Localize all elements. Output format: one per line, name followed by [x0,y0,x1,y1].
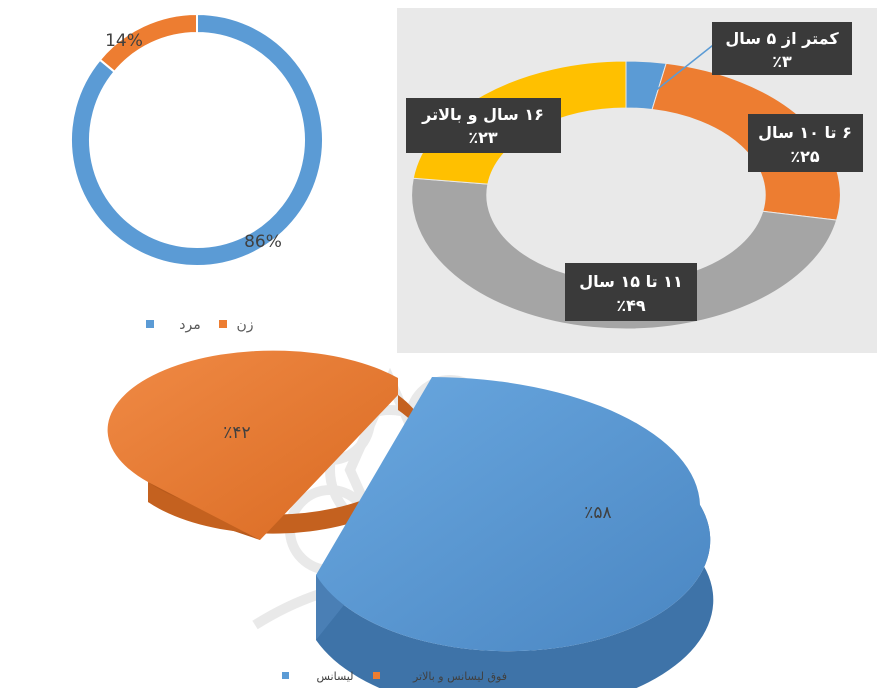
callout-category: کمتر از ۵ سال [725,29,839,48]
legend-swatch-masters [373,672,380,679]
callout-value: ٪۳ [772,52,792,71]
gender-slice-1 [98,12,198,74]
callout-16-plus: ۱۶ سال و بالاتر ٪۲۳ [406,98,561,153]
legend: مرد زن [146,317,254,333]
legend-swatch-male [146,320,154,328]
callout-category: ۱۱ تا ۱۵ سال [579,272,682,291]
legend-label-bachelors: لیسانس [317,670,354,683]
callout-value: ٪۲۳ [468,128,498,147]
callout-box [748,114,863,172]
slice-label-male: 86% [244,232,282,252]
callout-value: ٪۴۹ [616,296,646,315]
education-3d-pie-chart: ٪۴۲ ٪۵۸ لیسانس فوق لیسانس و بالاتر [107,350,714,688]
callout-box [712,22,852,75]
legend-swatch-bachelors [282,672,289,679]
callout-11-15: ۱۱ تا ۱۵ سال ٪۴۹ [565,263,697,321]
legend-label-masters: فوق لیسانس و بالاتر [412,670,507,683]
slice-label-bachelors: ٪۵۸ [584,503,611,523]
experience-donut-chart: کمتر از ۵ سال ٪۳ ۶ تا ۱۰ سال ٪۲۵ ۱۱ تا ۱… [397,8,877,353]
legend: لیسانس فوق لیسانس و بالاتر [282,670,507,683]
gender-slice-0 [70,12,324,267]
blue-outer-wall [316,505,714,688]
legend-label-male: مرد [179,317,200,333]
gender-donut-chart: 14% 86% مرد زن [70,12,324,333]
callout-box [565,263,697,321]
experience-slice-1 [651,62,841,221]
legend-label-female: زن [236,317,253,333]
callout-under-5: کمتر از ۵ سال ٪۳ [712,22,852,75]
slice-label-female: 14% [105,31,143,51]
callout-value: ٪۲۵ [790,147,820,166]
callout-6-10: ۶ تا ۱۰ سال ٪۲۵ [748,114,863,172]
orange-outer-wall [148,395,429,534]
leader-line [649,37,723,96]
slice-label-masters: ٪۴۲ [223,423,250,443]
callout-category: ۶ تا ۱۰ سال [758,123,852,142]
pie-slice-bachelors [316,377,711,652]
callout-box [406,98,561,153]
callout-category: ۱۶ سال و بالاتر [421,105,544,124]
legend-swatch-female [219,320,227,328]
pie-slice-masters [107,350,398,540]
